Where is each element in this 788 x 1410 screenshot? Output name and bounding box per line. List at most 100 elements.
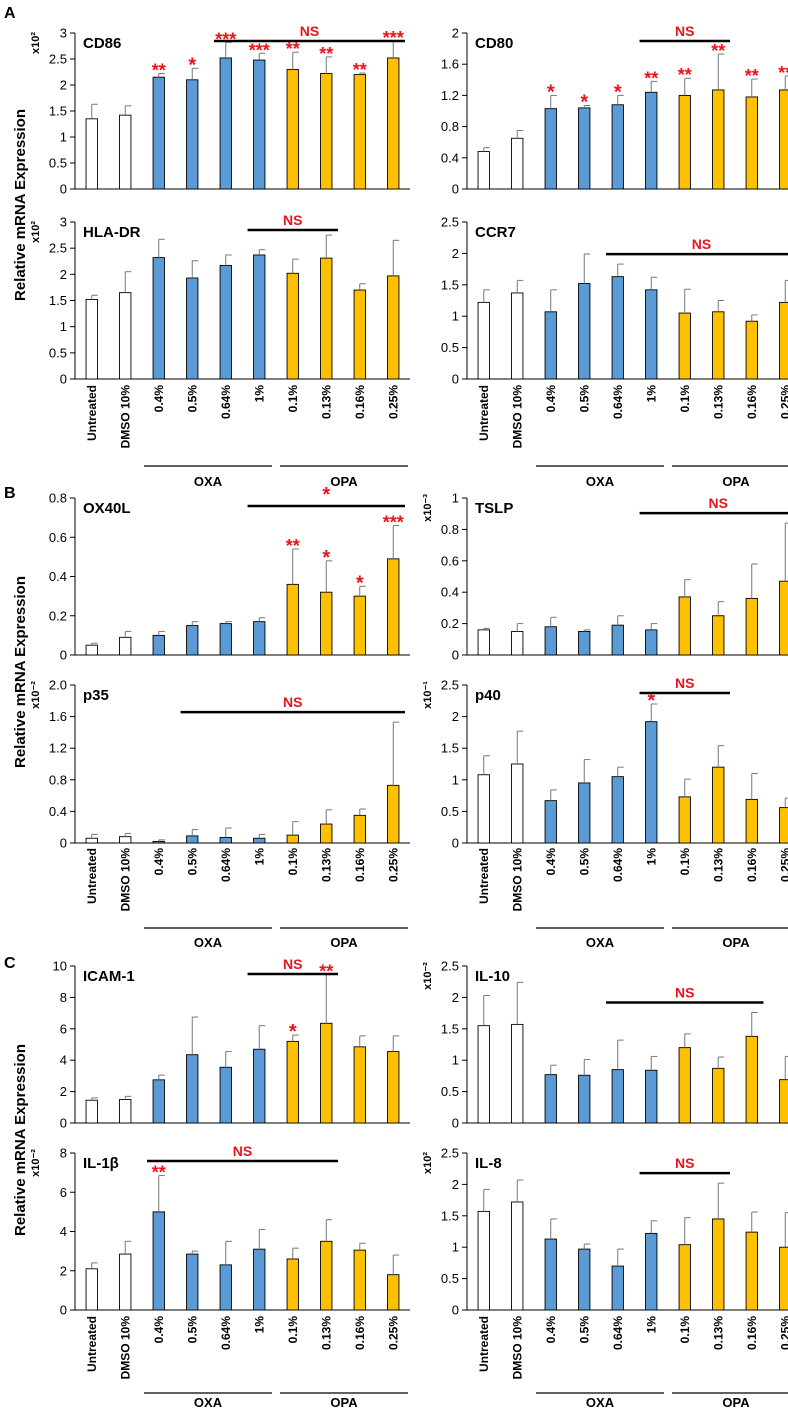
chart-title: IL-1β	[83, 1155, 119, 1172]
chart-title: HLA-DR	[83, 224, 141, 241]
y-tick-label: 1	[60, 319, 67, 334]
bar-6	[253, 1048, 266, 1124]
x-axis-labels-3-2: Untreated DMSO 10% 0.4% 0.5% 0.64% 1% 0.1% 0.13…	[477, 1316, 788, 1410]
bar-7	[678, 596, 691, 656]
opa-group-label: OPA	[722, 1395, 750, 1410]
bracket-label: NS	[709, 495, 728, 511]
y-tick-label: 1	[452, 491, 459, 506]
y-tick-label: 0.2	[49, 608, 67, 623]
chart-10: 0 0.5 1 1.5 2 2.5 x10⁻² IL-10 NS	[422, 959, 788, 1131]
bar-4	[578, 107, 591, 190]
category-label: 0.16%	[353, 1316, 367, 1350]
oxa-group-label: OXA	[586, 1395, 615, 1410]
bar-4	[186, 1054, 199, 1124]
category-label: 0.1%	[286, 1316, 300, 1344]
category-label: DMSO 10%	[510, 385, 524, 449]
bar-5	[219, 837, 232, 844]
bar-8	[320, 257, 333, 380]
bar-3	[544, 311, 557, 380]
chart-title: p35	[83, 687, 109, 704]
bar-10	[779, 301, 788, 380]
bar-2	[511, 631, 524, 656]
y-tick-label: 0	[452, 1116, 459, 1131]
y-tick-label: 2	[60, 1084, 67, 1099]
bracket-label: NS	[300, 23, 319, 39]
significance-marker: **	[745, 66, 759, 86]
bracket-label: NS	[675, 23, 694, 39]
bar-9	[745, 96, 758, 190]
bar-1	[477, 774, 490, 844]
bar-4	[186, 79, 199, 190]
unit-multiplier: x10²	[422, 1152, 434, 1174]
category-label: 0.5%	[577, 385, 591, 413]
y-tick-label: 2	[452, 990, 459, 1005]
bar-8	[320, 1240, 333, 1311]
bar-3	[544, 108, 557, 190]
y-tick-label: 4	[60, 1053, 67, 1068]
category-label: 0.1%	[678, 1316, 692, 1344]
chart-4: 0 0.5 1 1.5 2 2.5 CCR7 NS	[441, 215, 788, 387]
bar-10	[779, 1246, 788, 1311]
bar-4	[578, 631, 591, 656]
chart-title: ICAM-1	[83, 968, 135, 985]
category-label: 0.13%	[711, 848, 725, 882]
bar-1	[477, 151, 490, 190]
bar-9	[353, 1249, 366, 1311]
category-label: 0.16%	[745, 1316, 759, 1350]
y-tick-label: 2.5	[441, 1146, 459, 1161]
y-tick-label: 0	[452, 1303, 459, 1318]
bar-10	[387, 275, 400, 380]
x-axis-labels-3-1: Untreated DMSO 10% 0.4% 0.5% 0.64% 1% 0.1% 0.13…	[85, 1316, 408, 1410]
bar-8	[712, 89, 725, 190]
bar-2	[119, 292, 132, 380]
oxa-group-label: OXA	[194, 1395, 223, 1410]
category-label: 0.4%	[152, 385, 166, 413]
bar-9	[353, 1046, 366, 1124]
bar-2	[119, 636, 132, 656]
bar-6	[645, 721, 658, 844]
bar-9	[353, 74, 366, 190]
panel-letter-b: B	[4, 485, 16, 502]
y-tick-label: 0.6	[441, 553, 459, 568]
category-label: 0.4%	[544, 1316, 558, 1344]
bar-4	[578, 1074, 591, 1124]
bar-4	[578, 1248, 591, 1311]
bar-6	[253, 254, 266, 380]
bar-5	[219, 57, 232, 190]
bracket-label: NS	[283, 212, 302, 228]
bar-10	[387, 57, 400, 190]
y-tick-label: 0.4	[49, 569, 67, 584]
bar-3	[544, 1238, 557, 1311]
category-label: 1%	[644, 848, 658, 866]
bar-6	[645, 1232, 658, 1311]
y-tick-label: 3	[60, 26, 67, 41]
bar-7	[678, 312, 691, 380]
category-label: DMSO 10%	[118, 1316, 132, 1380]
significance-marker: ***	[383, 512, 404, 532]
oxa-group-label: OXA	[194, 474, 223, 489]
y-tick-label: 2.5	[441, 678, 459, 693]
bar-9	[745, 1231, 758, 1311]
bar-1	[477, 1025, 490, 1124]
category-label: 0.5%	[577, 1316, 591, 1344]
bar-10	[779, 89, 788, 190]
bar-8	[320, 823, 333, 844]
y-tick-label: 0	[60, 648, 67, 663]
bar-4	[186, 625, 199, 656]
y-tick-label: 1	[452, 309, 459, 324]
bar-1	[85, 118, 98, 190]
y-tick-label: 0	[452, 182, 459, 197]
bar-5	[611, 1265, 624, 1311]
bar-7	[678, 94, 691, 190]
category-label: 0.1%	[678, 848, 692, 876]
chart-12: 0 0.5 1 1.5 2 2.5 x10² IL-8 NS	[422, 1146, 788, 1318]
bar-3	[152, 1211, 165, 1311]
y-tick-label: 1.5	[441, 277, 459, 292]
significance-marker: ***	[215, 29, 236, 49]
y-tick-label: 2.0	[49, 678, 67, 693]
y-tick-label: 0.5	[441, 804, 459, 819]
bar-6	[253, 837, 266, 844]
y-tick-label: 2	[452, 26, 459, 41]
